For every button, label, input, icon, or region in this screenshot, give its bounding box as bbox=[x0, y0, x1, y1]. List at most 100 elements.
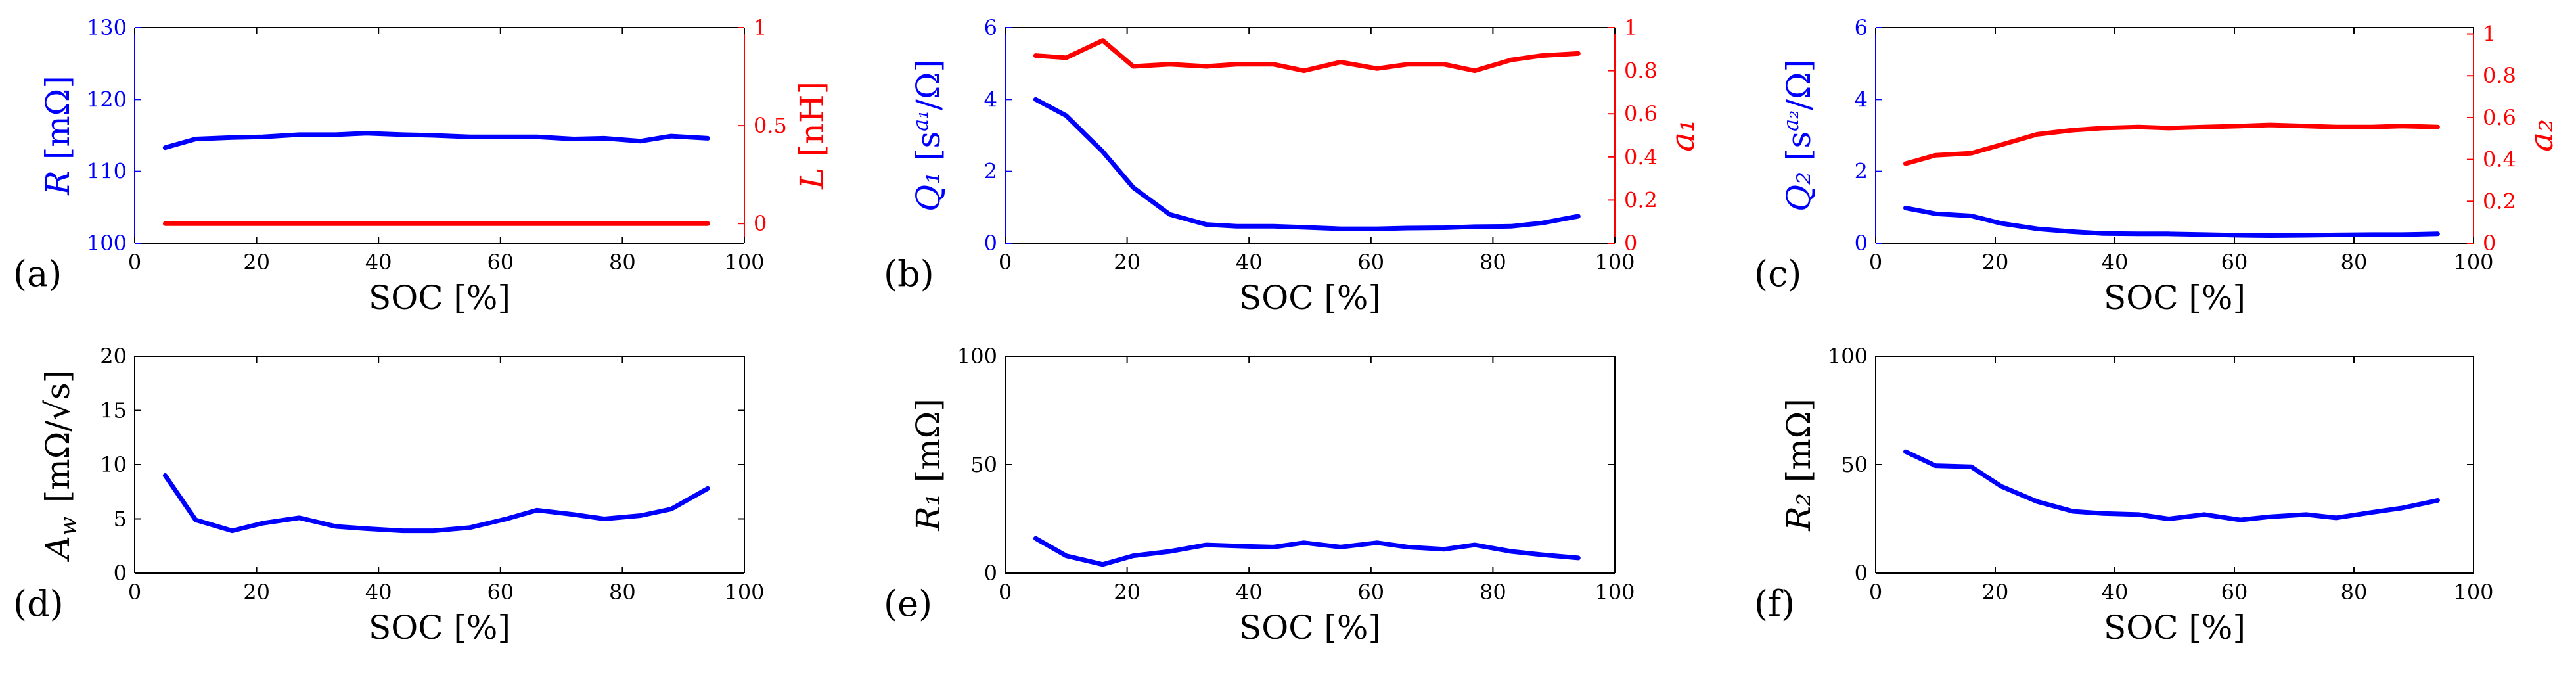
panel-6-y-tick-label: 100 bbox=[1828, 344, 1868, 369]
panel-3-x-tick-label: 40 bbox=[2102, 250, 2129, 275]
panel-4-x-tick-label: 40 bbox=[365, 580, 392, 605]
panel-4-y-tick-label: 20 bbox=[100, 344, 127, 369]
panel-2-y2-tick-label: 1 bbox=[1624, 15, 1637, 40]
panel-3-y2-tick-label: 0.2 bbox=[2483, 189, 2516, 214]
panel-2-y-tick-label: 2 bbox=[984, 159, 997, 184]
panel-4-y-tick-label: 15 bbox=[100, 398, 127, 423]
panel-3-y2-symbol: a₂ bbox=[2522, 119, 2560, 152]
panel-3-y-unit: [s bbox=[1780, 131, 1818, 172]
panel-4-x-tick-label: 100 bbox=[724, 580, 764, 605]
panel-3-x-tick-label: 80 bbox=[2341, 250, 2368, 275]
panel-5-y-tick-label: 0 bbox=[984, 561, 997, 586]
panel-2-panel-label: (b) bbox=[884, 253, 934, 294]
panel-2-y-label: Q₁ [sa₁/Ω] bbox=[908, 59, 947, 212]
panel-4-y-symbol-sub: w bbox=[55, 517, 81, 536]
panel-3-x-tick-label: 100 bbox=[2453, 250, 2493, 275]
panel-1-x-label: SOC [%] bbox=[369, 279, 510, 317]
panel-1-y2-tick-label: 1 bbox=[754, 15, 767, 40]
panel-2-y-unit: [s bbox=[909, 131, 947, 172]
panel-5-y-symbol: R₁ bbox=[909, 493, 947, 532]
panel-6-panel-label: (f) bbox=[1754, 583, 1795, 624]
panel-4-y-symbol: A bbox=[39, 536, 77, 562]
panel-3-y-symbol: Q₂ bbox=[1780, 172, 1818, 212]
panel-4-y-unit: [mΩ/√s] bbox=[39, 370, 77, 513]
panel-1-y2-tick-label: 0 bbox=[754, 211, 767, 236]
panel-3-y2-tick-label: 0.6 bbox=[2483, 105, 2516, 130]
panel-1-x-tick-label: 60 bbox=[487, 250, 514, 275]
panel-3-series-Q2 bbox=[1903, 205, 2440, 238]
panel-4-x-tick-label: 20 bbox=[243, 580, 270, 605]
panel-1-y-tick-label: 120 bbox=[87, 87, 127, 112]
panel-3-y-tick-label: 4 bbox=[1855, 87, 1868, 112]
panel-2-x-tick-label: 100 bbox=[1594, 250, 1635, 275]
panel-6-y-label: R₂ [mΩ] bbox=[1780, 398, 1818, 531]
panel-2-x-tick-label: 40 bbox=[1236, 250, 1263, 275]
panel-6: 0 20 40 60 80 100 SOC [%] 0 50 100 R₂ [mΩ] (f) bbox=[1754, 344, 2494, 647]
panel-1-y2-unit: [nH] bbox=[793, 81, 831, 168]
panel-1-y-tick-label: 110 bbox=[87, 159, 127, 184]
panel-5-y-tick-label: 100 bbox=[957, 344, 997, 369]
panel-2-x-tick-label: 20 bbox=[1114, 250, 1141, 275]
panel-6-series-R2 bbox=[1903, 449, 2440, 522]
panel-1-y2-symbol: L bbox=[793, 168, 831, 190]
panel-6-y-tick-label: 0 bbox=[1855, 561, 1868, 586]
panel-4-x-tick-label: 60 bbox=[487, 580, 514, 605]
panel-6-x-tick-label: 40 bbox=[2102, 580, 2129, 605]
panel-2-y-unit-rest: /Ω] bbox=[909, 59, 947, 110]
panel-3-x-tick-label: 0 bbox=[1869, 250, 1882, 275]
panel-4: 0 20 40 60 80 100 SOC [%] 0 5 10 15 20 Aw [mΩ/√s] (d) bbox=[13, 344, 765, 647]
panel-4-x-tick-label: 0 bbox=[128, 580, 141, 605]
panel-1-series-R bbox=[162, 131, 710, 151]
panel-1-y-symbol: R bbox=[39, 170, 77, 196]
panel-6-x-tick-label: 80 bbox=[2341, 580, 2368, 605]
panel-5-x-tick-label: 20 bbox=[1114, 580, 1141, 605]
panel-3-y-tick-label: 0 bbox=[1855, 231, 1868, 256]
panel-4-y-tick-label: 5 bbox=[114, 507, 127, 532]
panel-3-y-unit-rest: /Ω] bbox=[1780, 59, 1818, 110]
panel-1-x-tick-label: 20 bbox=[243, 250, 270, 275]
panel-5-series-R1 bbox=[1033, 536, 1581, 567]
panel-3-y-unit-sup: a₂ bbox=[1778, 110, 1803, 131]
panel-2-x-label: SOC [%] bbox=[1239, 279, 1381, 317]
panel-6-x-label: SOC [%] bbox=[2104, 609, 2246, 647]
panel-2-x-tick-label: 0 bbox=[999, 250, 1012, 275]
panel-3-y2-tick-label: 1 bbox=[2483, 22, 2496, 47]
panel-1-x-tick-label: 100 bbox=[724, 250, 764, 275]
panel-6-y-unit: [mΩ] bbox=[1780, 398, 1818, 493]
panel-3-y2-tick-label: 0 bbox=[2483, 231, 2496, 256]
panel-2-y-tick-label: 0 bbox=[984, 231, 997, 256]
panel-3-x-tick-label: 60 bbox=[2221, 250, 2248, 275]
panel-5-x-tick-label: 0 bbox=[999, 580, 1012, 605]
panel-3-y-tick-label: 2 bbox=[1855, 159, 1868, 184]
panel-3-series-a2 bbox=[1903, 122, 2440, 166]
panel-4-panel-label: (d) bbox=[13, 583, 64, 624]
panel-5-x-tick-label: 80 bbox=[1480, 580, 1506, 605]
panel-6-x-tick-label: 60 bbox=[2221, 580, 2248, 605]
panel-6-x-tick-label: 20 bbox=[1982, 580, 2009, 605]
panel-2-y2-label: a₁ bbox=[1663, 119, 1702, 152]
panel-5-x-tick-label: 40 bbox=[1236, 580, 1263, 605]
panel-1-x-tick-label: 80 bbox=[609, 250, 636, 275]
panel-3-y2-tick-label: 0.8 bbox=[2483, 63, 2516, 88]
panel-5-y-tick-label: 50 bbox=[970, 452, 997, 477]
panel-1-panel-label: (a) bbox=[13, 253, 62, 294]
panel-2-y2-tick-label: 0.6 bbox=[1624, 101, 1658, 126]
panel-6-x-tick-label: 100 bbox=[2453, 580, 2493, 605]
panel-2-y2-tick-label: 0.2 bbox=[1624, 187, 1658, 212]
panel-5-y-label: R₁ [mΩ] bbox=[909, 398, 947, 531]
panel-2-y-tick-label: 4 bbox=[984, 87, 997, 112]
panel-5-x-tick-label: 60 bbox=[1357, 580, 1384, 605]
panel-5: 0 20 40 60 80 100 SOC [%] 0 50 100 R₁ [mΩ] (e) bbox=[884, 344, 1635, 647]
panel-4-y-tick-label: 0 bbox=[114, 561, 127, 586]
panel-2-y2-tick-label: 0.8 bbox=[1624, 58, 1658, 83]
panel-1-y-tick-label: 130 bbox=[87, 15, 127, 40]
panel-3-y-label: Q₂ [sa₂/Ω] bbox=[1778, 59, 1818, 212]
panel-4-y-label: Aw [mΩ/√s] bbox=[39, 370, 81, 562]
panel-5-x-label: SOC [%] bbox=[1239, 609, 1381, 647]
panel-2-y-unit-sup: a₁ bbox=[908, 110, 933, 131]
panel-5-x-tick-label: 100 bbox=[1594, 580, 1635, 605]
panel-6-y-symbol: R₂ bbox=[1780, 493, 1818, 532]
panel-4-x-tick-label: 80 bbox=[609, 580, 636, 605]
